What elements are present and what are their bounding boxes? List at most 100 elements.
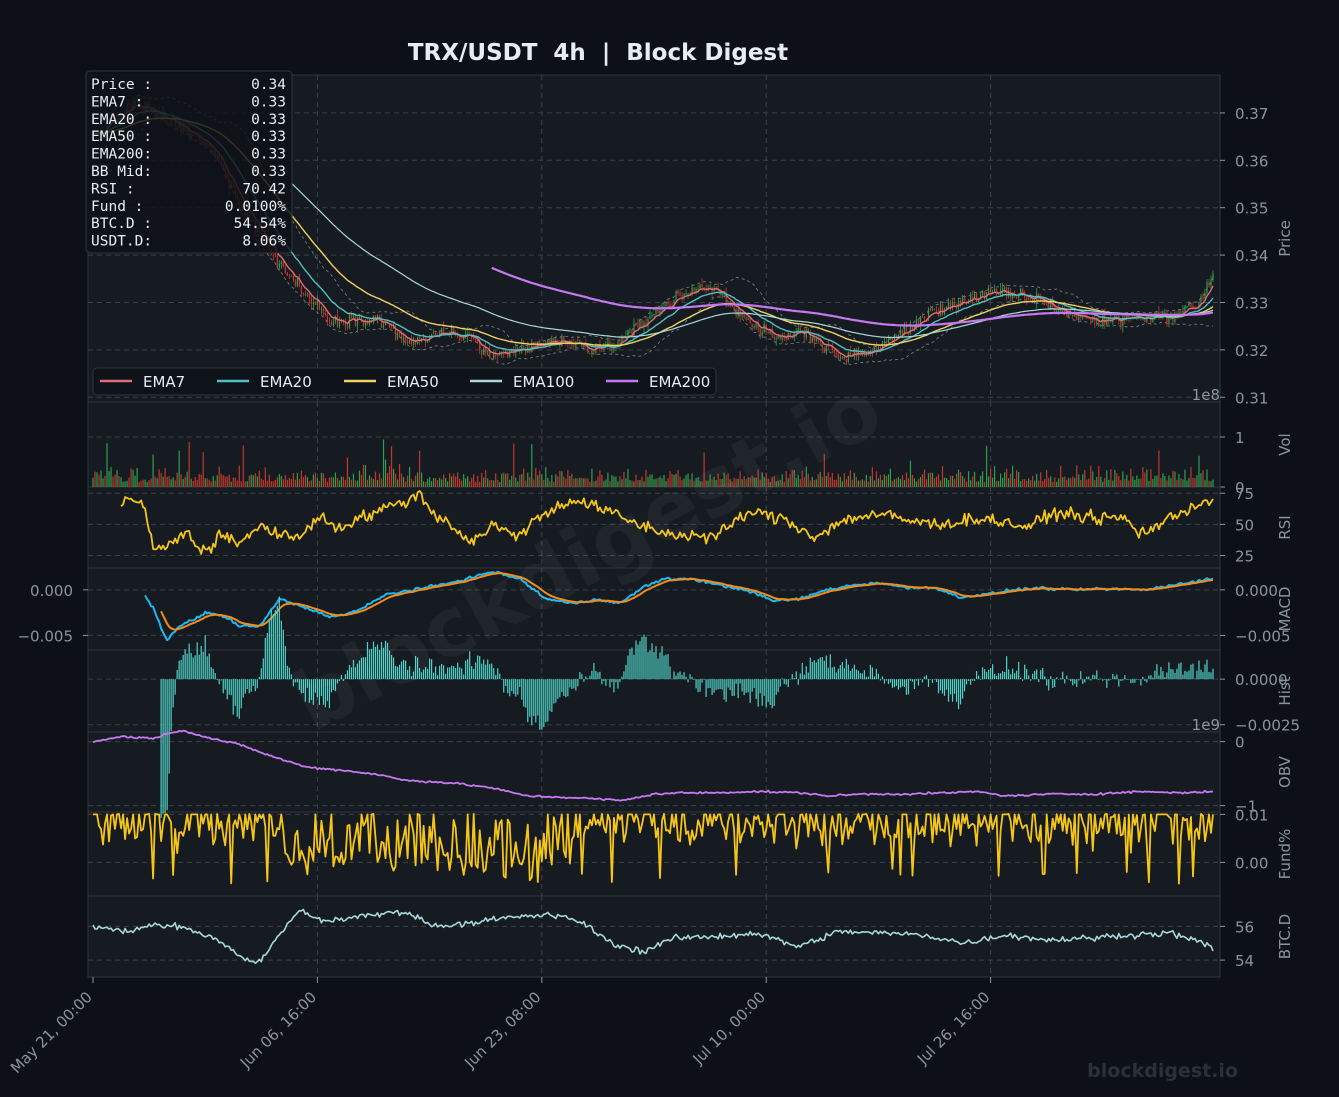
histogram-bar [1116,674,1118,680]
info-box-value: 70.42 [242,181,286,197]
histogram-bar [284,646,286,680]
volume-bar [328,477,331,487]
volume-bar [795,477,797,487]
histogram-bar [384,640,387,680]
candle-body [987,288,990,293]
volume-bar [400,473,403,487]
candle-body [491,358,493,359]
volume-bar [647,476,649,487]
volume-bar [515,477,517,487]
histogram-bar [611,679,613,683]
histogram-bar [641,636,643,680]
histogram-bar [1060,678,1062,680]
histogram-bar [669,666,671,680]
candle-body [408,339,411,344]
candle-body [721,294,723,296]
histogram-bar [994,674,996,680]
candle-body [819,342,821,344]
volume-bar [422,481,425,487]
candle-body [809,332,811,343]
candle-body [1192,306,1194,308]
volume-bar [819,471,821,487]
histogram-bar [565,679,567,698]
volume-bar [435,478,437,487]
histogram-bar [469,651,471,680]
histogram-bar [921,679,924,683]
candle-body [899,329,902,335]
volume-bar [761,472,763,487]
histogram-bar [841,661,843,680]
candle-body [749,318,751,324]
candle-body [459,337,461,340]
histogram-bar [1122,679,1124,681]
volume-bar [467,476,469,487]
candle-body [428,335,431,340]
histogram-bar [1044,676,1046,680]
candle-body [753,326,755,328]
histogram-bar [1164,677,1166,680]
histogram-bar [1010,674,1012,680]
histogram-bar [755,679,757,699]
candle-body [669,304,671,307]
candle-body [817,338,819,343]
volume-bar [114,474,116,487]
candle-body [775,338,777,340]
candle-body [827,345,829,347]
volume-bar [535,467,537,487]
volume-bar [451,476,453,487]
histogram-bar [545,679,547,723]
volume-bar [481,472,483,487]
volume-bar [1082,474,1084,487]
volume-bar [477,475,479,487]
candle-body [767,332,769,334]
candle-body [278,264,280,268]
histogram-bar [1158,675,1160,680]
candle-body [663,305,665,307]
histogram-bar [1078,679,1080,681]
candle-body [410,339,413,345]
histogram-bar [1052,679,1054,688]
candle-body [356,318,359,326]
volume-bar [218,466,220,487]
candle-body [280,262,282,265]
candle-body [821,342,823,348]
candle-body [853,348,855,357]
histogram-bar [723,679,725,700]
candle-body [689,293,691,295]
volume-bar [637,480,639,487]
volume-bar [695,477,697,487]
candle-body [1022,288,1024,293]
volume-bar [170,479,172,487]
volume-bar [947,480,950,487]
volume-bar [998,480,1000,487]
histogram-bar [471,666,473,680]
y-tick-label-price: 0.36 [1235,152,1268,170]
volume-bar [461,480,463,487]
volume-bar [635,474,637,487]
candle-body [382,325,385,328]
volume-bar [433,477,435,487]
volume-bar [278,474,280,487]
volume-bar [356,480,359,487]
histogram-bar [1002,671,1004,680]
volume-bar [593,481,595,487]
candle-body [422,337,425,339]
volume-bar [180,474,182,487]
volume-bar [282,479,284,487]
volume-bar [493,480,495,487]
histogram-bar [1062,671,1064,680]
histogram-bar [693,678,695,680]
histogram-bar [190,653,192,680]
volume-bar [453,473,455,487]
volume-bar [164,467,166,487]
volume-bar [320,472,323,487]
histogram-bar [573,679,575,689]
volume-bar [871,467,873,487]
volume-bar [404,481,407,487]
candle-body [298,278,300,287]
histogram-bar [1120,679,1122,681]
volume-bar [300,470,302,487]
volume-bar [531,444,533,487]
volume-bar [825,475,827,487]
funding-line [93,813,1214,885]
